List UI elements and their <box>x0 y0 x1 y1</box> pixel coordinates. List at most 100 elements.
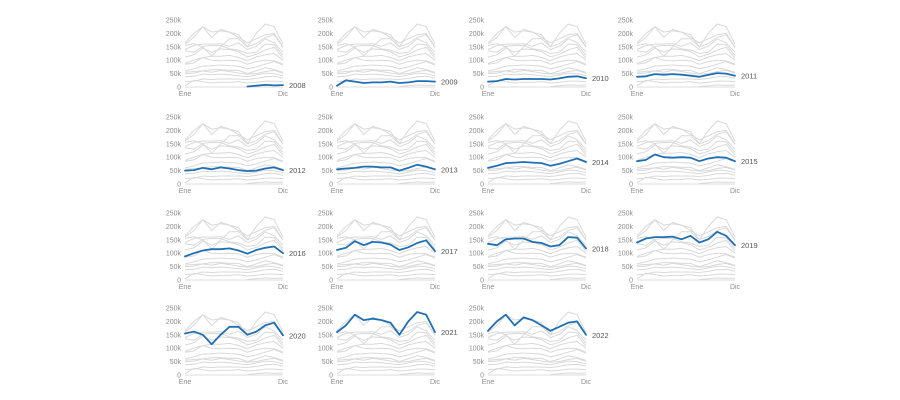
y-tick-label: 100k <box>469 155 485 162</box>
context-series-line <box>336 253 436 265</box>
y-tick-label: 150k <box>469 332 485 339</box>
context-series-line <box>487 23 587 48</box>
y-tick-label: 50k <box>622 168 634 175</box>
y-tick-label: 150k <box>618 141 634 148</box>
context-series-line <box>184 143 284 156</box>
series-label-2009: 2009 <box>441 78 458 87</box>
y-tick-label: 250k <box>469 306 485 313</box>
context-series-line <box>184 219 284 241</box>
context-series-line <box>336 227 436 250</box>
context-series-line <box>184 23 284 48</box>
context-series-line <box>336 219 436 241</box>
context-series-line <box>487 340 587 352</box>
context-series-line <box>487 245 587 257</box>
series-line-2017 <box>336 239 436 252</box>
y-tick-label: 50k <box>322 359 334 366</box>
series-line-2018 <box>487 236 587 250</box>
y-tick-label: 200k <box>469 31 485 38</box>
context-series-line <box>487 348 587 360</box>
x-tick-label-first: Ene <box>179 284 192 291</box>
y-tick-label: 0 <box>177 85 181 92</box>
y-tick-label: 200k <box>166 31 182 38</box>
context-series-line <box>487 164 587 172</box>
context-series-line <box>184 334 284 347</box>
series-line-2013 <box>336 163 436 172</box>
y-tick-label: 50k <box>622 264 634 271</box>
context-series-line <box>636 46 736 59</box>
context-series-line <box>184 79 284 87</box>
context-series-line <box>184 75 284 83</box>
context-series-line <box>487 46 587 59</box>
context-series-line <box>184 268 284 276</box>
series-line-2010 <box>487 75 587 83</box>
context-series-line <box>184 231 284 246</box>
context-series-line <box>487 331 587 344</box>
context-series-line <box>636 216 736 241</box>
context-series-line <box>636 34 736 57</box>
x-tick-label-last: Dic <box>278 188 289 195</box>
context-series-line <box>336 340 436 352</box>
context-series-line <box>487 131 587 154</box>
y-tick-label: 200k <box>469 128 485 135</box>
panel-2016: 0 50k 100k 150k 200k 250k Ene Dic 2016 <box>166 211 306 292</box>
y-tick-label: 100k <box>469 251 485 258</box>
context-series-line <box>184 227 284 250</box>
x-tick-label-first: Ene <box>482 188 495 195</box>
context-series-line <box>184 176 284 184</box>
series-line-2020 <box>184 321 284 346</box>
context-series-line <box>336 120 436 145</box>
context-series-line <box>336 135 436 150</box>
context-series-line <box>487 172 587 180</box>
x-tick-label-last: Dic <box>581 284 592 291</box>
context-series-line <box>487 272 587 280</box>
y-tick-label: 0 <box>329 85 333 92</box>
x-tick-label-first: Ene <box>179 379 192 386</box>
y-tick-label: 50k <box>170 359 182 366</box>
context-series-line <box>336 67 436 75</box>
series-label-2011: 2011 <box>741 72 757 81</box>
context-series-line <box>636 67 736 75</box>
y-tick-label: 50k <box>170 264 182 271</box>
context-series-line <box>636 253 736 265</box>
y-tick-label: 150k <box>318 44 334 51</box>
context-series-line <box>336 60 436 72</box>
context-series-line <box>336 140 436 153</box>
context-series-line <box>336 363 436 371</box>
y-tick-label: 150k <box>318 332 334 339</box>
x-tick-label-last: Dic <box>278 379 289 386</box>
y-tick-label: 200k <box>166 128 182 135</box>
y-tick-label: 0 <box>629 278 633 285</box>
y-tick-label: 50k <box>322 168 334 175</box>
y-tick-label: 250k <box>469 18 485 25</box>
y-tick-label: 50k <box>622 71 634 78</box>
context-series-line <box>636 123 736 145</box>
context-series-line <box>184 67 284 75</box>
context-series-line <box>636 120 736 145</box>
x-tick-label-first: Ene <box>482 379 495 386</box>
context-series-line <box>636 176 736 184</box>
x-tick-label-first: Ene <box>482 91 495 98</box>
context-series-line <box>699 181 736 184</box>
y-tick-label: 200k <box>469 224 485 231</box>
context-series-line <box>184 135 284 150</box>
y-tick-label: 50k <box>473 71 485 78</box>
x-tick-label-first: Ene <box>482 284 495 291</box>
context-series-line <box>336 143 436 156</box>
context-series-line <box>636 140 736 153</box>
y-tick-label: 200k <box>166 319 182 326</box>
series-label-2019: 2019 <box>741 241 758 250</box>
y-tick-label: 250k <box>618 115 634 122</box>
x-tick-label-last: Dic <box>278 91 289 98</box>
series-label-2010: 2010 <box>592 74 609 83</box>
context-series-line <box>636 135 736 150</box>
x-tick-label-last: Dic <box>430 284 441 291</box>
series-line-2012 <box>184 166 284 172</box>
context-series-line <box>487 322 587 345</box>
context-series-line <box>184 311 284 336</box>
context-series-line <box>247 181 284 184</box>
x-tick-label-first: Ene <box>331 284 344 291</box>
context-series-line <box>487 231 587 246</box>
context-series-line <box>184 52 284 64</box>
context-series-line <box>550 372 587 375</box>
context-series-line <box>184 38 284 53</box>
